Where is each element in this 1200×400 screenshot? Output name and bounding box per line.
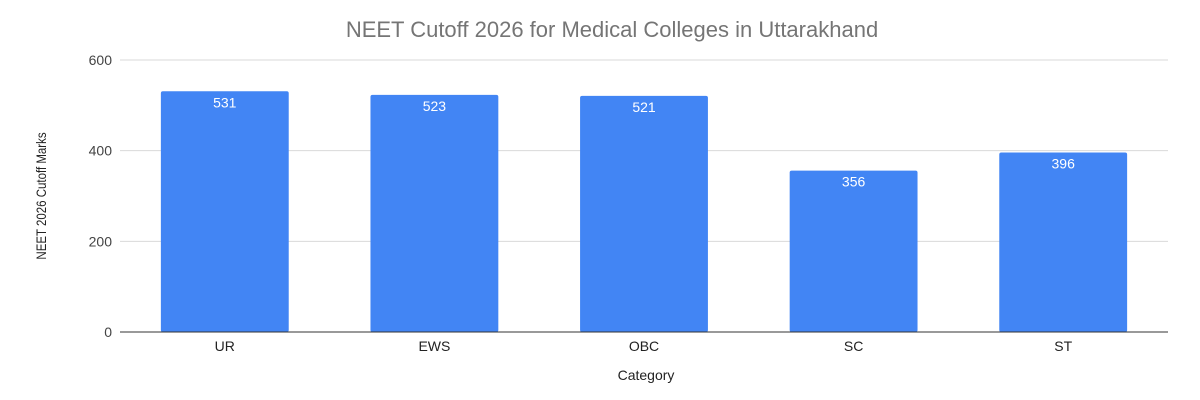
x-tick-label-st: ST bbox=[1054, 338, 1072, 354]
x-tick-label-sc: SC bbox=[844, 338, 863, 354]
bar-ews bbox=[370, 94, 499, 332]
y-tick-label: 600 bbox=[89, 52, 113, 68]
data-label-st: 396 bbox=[1052, 155, 1076, 171]
y-tick-label: 400 bbox=[89, 143, 113, 159]
chart-title: NEET Cutoff 2026 for Medical Colleges in… bbox=[346, 17, 878, 42]
y-tick-label: 0 bbox=[104, 324, 112, 340]
bar-obc bbox=[580, 95, 708, 333]
x-tick-label-obc: OBC bbox=[629, 338, 659, 354]
x-tick-label-ews: EWS bbox=[418, 338, 450, 354]
x-axis-ticks: UR EWS OBC SC ST bbox=[215, 338, 1073, 354]
data-label-obc: 521 bbox=[632, 99, 656, 115]
bar-sc bbox=[789, 170, 918, 332]
y-axis-ticks: 0 200 400 600 bbox=[89, 52, 113, 340]
data-label-ur: 531 bbox=[213, 94, 237, 110]
bars bbox=[160, 91, 1128, 333]
y-tick-label: 200 bbox=[89, 233, 113, 249]
bar-ur bbox=[160, 91, 289, 332]
bar-st bbox=[999, 152, 1128, 332]
y-axis-title: NEET 2026 Cutoff Marks bbox=[33, 132, 49, 259]
x-axis-title: Category bbox=[618, 367, 675, 383]
data-label-ews: 523 bbox=[423, 98, 447, 114]
x-tick-label-ur: UR bbox=[215, 338, 235, 354]
data-label-sc: 356 bbox=[842, 174, 866, 190]
data-labels: 531 523 521 356 396 bbox=[213, 94, 1075, 189]
